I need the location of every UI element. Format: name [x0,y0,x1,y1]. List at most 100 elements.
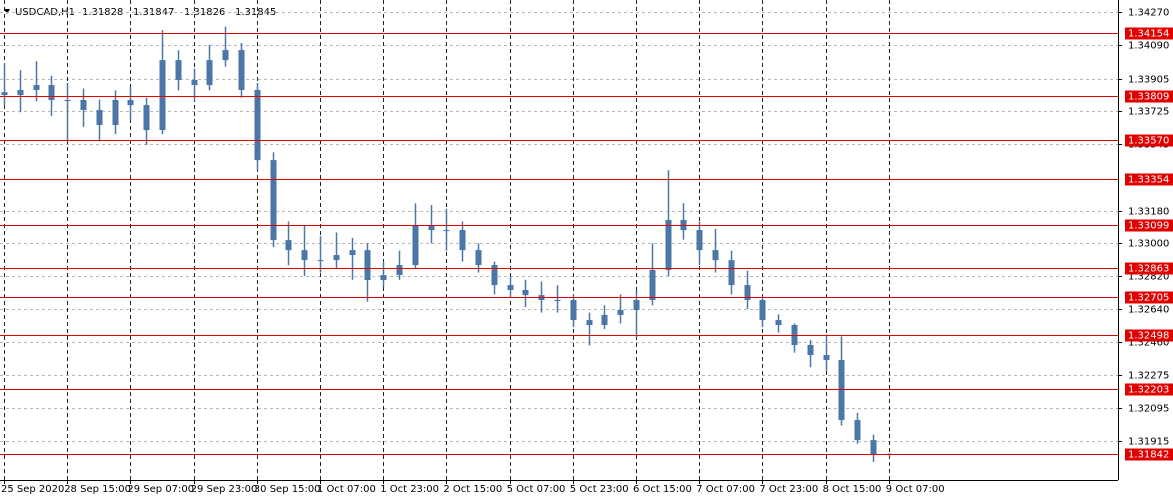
candle-body [633,300,640,311]
level-label: 1.33809 [1128,92,1169,103]
candle-body [159,60,166,131]
level-label: 1.32203 [1128,385,1169,396]
candle-body [870,440,877,456]
y-tick-label: 1.32275 [1128,371,1169,382]
candle-body [112,100,119,125]
level-label: 1.31842 [1128,450,1169,461]
y-tick-label: 1.33725 [1128,107,1169,118]
candle-body [364,250,371,280]
candle-body [175,60,182,80]
x-tick-label: 5 Oct 23:00 [570,484,629,495]
candle-body [412,224,419,266]
candle-body [143,105,150,131]
level-label-box [1125,134,1173,147]
candle-body [601,314,608,325]
candle-body [206,60,213,86]
candle-body [96,110,103,125]
x-tick-label: 25 Sep 2020 [1,484,64,495]
candle-body [238,50,245,90]
level-label: 1.32863 [1128,264,1169,275]
candle-body [349,250,356,256]
x-tick-label: 9 Oct 07:00 [886,484,945,495]
candle-body [728,260,735,286]
candle-body [64,100,71,102]
menu-arrow[interactable] [4,9,10,14]
level-label: 1.32705 [1128,293,1169,304]
x-tick-label: 29 Sep 23:00 [191,484,258,495]
candle-body [396,265,403,276]
candle-body [696,230,703,251]
level-label-box [1125,383,1173,396]
y-tick-label: 1.32640 [1128,305,1169,316]
level-label-box [1125,329,1173,342]
candle-body [570,300,577,321]
candle-body [554,300,561,302]
level-label: 1.34154 [1128,29,1169,40]
x-tick-label: 6 Oct 15:00 [633,484,692,495]
candle-body [775,320,782,325]
candle-body [317,260,324,262]
level-label-box [1125,90,1173,103]
level-label-box [1125,27,1173,40]
y-tick-label: 1.33000 [1128,239,1169,250]
quote-value: 1.31847 [133,7,174,18]
candle-body [744,285,751,301]
candle-body [301,250,308,261]
candle-body [838,359,845,421]
candle-body [17,89,24,96]
candle-body [428,224,435,231]
x-tick-label: 7 Oct 23:00 [759,484,818,495]
candle-body [807,345,814,356]
x-tick-label: 1 Oct 07:00 [317,484,376,495]
x-tick-label: 29 Sep 07:00 [127,484,194,495]
candle-body [127,100,134,106]
y-tick-label: 1.34270 [1128,8,1169,19]
candle-body [823,355,830,360]
candle-body [254,89,261,161]
candle-body [80,100,87,111]
candle-body [649,269,656,301]
y-tick-label: 1.33905 [1128,75,1169,86]
candle-body [854,420,861,441]
level-label: 1.33570 [1128,136,1169,147]
level-label: 1.32498 [1128,331,1169,342]
level-label-box [1125,173,1173,186]
level-label-box [1125,291,1173,304]
candle-body [586,320,593,325]
candle-body [380,275,387,280]
candle-body [759,300,766,321]
quote-value: 1.31845 [235,7,276,18]
candle-body [285,240,292,251]
level-label: 1.33354 [1128,175,1169,186]
candle-body [522,290,529,296]
candle-body [665,220,672,270]
candle-body [191,79,198,86]
y-tick-label: 1.32820 [1128,272,1169,283]
level-label: 1.33099 [1128,221,1169,232]
x-tick-label: 1 Oct 23:00 [380,484,439,495]
y-tick-label: 1.33180 [1128,207,1169,218]
x-tick-label: 8 Oct 15:00 [823,484,882,495]
level-label-box [1125,219,1173,232]
candle-body [507,285,514,291]
x-tick-label: 5 Oct 07:00 [507,484,566,495]
candle-body [712,250,719,261]
candle-body [222,50,229,61]
candle-body [33,85,40,90]
candle-body [459,230,466,251]
level-label-box [1125,262,1173,275]
candle-body [333,255,340,261]
candle-body [443,230,450,232]
candle-body [475,250,482,266]
level-label-box [1125,448,1173,461]
y-tick-label: 1.34090 [1128,41,1169,52]
y-tick-label: 1.32095 [1128,404,1169,415]
candle-body [791,324,798,346]
candle-body [491,265,498,286]
candle-body [1,92,8,96]
y-tick-label: 1.31915 [1128,437,1169,448]
candle-body [617,310,624,315]
y-tick-label: 1.32460 [1128,338,1169,349]
x-tick-label: 28 Sep 15:00 [64,484,131,495]
